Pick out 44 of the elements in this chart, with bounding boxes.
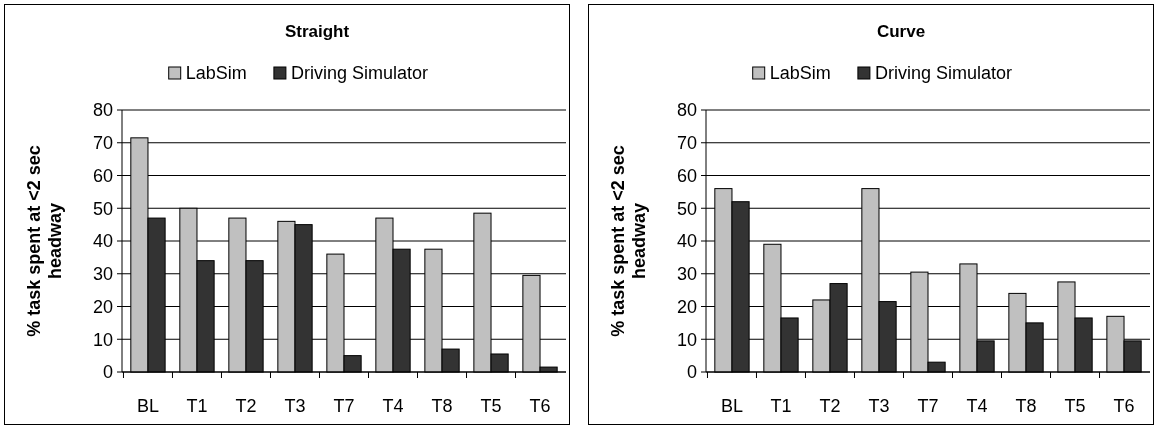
y-tick-label: 0 — [102, 362, 113, 383]
legend-label: Driving Simulator — [874, 63, 1012, 83]
x-tick-label: T4 — [382, 396, 404, 416]
y-tick-label: 40 — [676, 231, 697, 252]
x-tick-label: T4 — [966, 396, 988, 416]
x-tick-label: T8 — [431, 396, 453, 416]
x-tick-label: T5 — [480, 396, 502, 416]
y-tick-label: 50 — [92, 198, 113, 219]
legend-label: Driving Simulator — [290, 63, 428, 83]
x-tick-label: T2 — [235, 396, 257, 416]
y-tick-label: 0 — [686, 362, 697, 383]
x-tick-label: T6 — [529, 396, 551, 416]
y-tick-label: 40 — [92, 231, 113, 252]
x-tick-label: BL — [136, 396, 159, 416]
y-axis-title: % task spent at <2 sec headway — [23, 145, 65, 337]
y-axis-title: % task spent at <2 sec headway — [607, 145, 649, 337]
x-tick-label: T5 — [1064, 396, 1086, 416]
y-tick-label: 10 — [92, 329, 113, 350]
y-tick-label: 30 — [676, 264, 697, 285]
x-tick-label: T7 — [333, 396, 355, 416]
x-tick-label: T1 — [770, 396, 792, 416]
x-tick-label: T2 — [819, 396, 841, 416]
x-tick-label: T8 — [1015, 396, 1037, 416]
chart-title: Straight — [284, 22, 350, 41]
chart-title: Curve — [876, 22, 926, 41]
y-tick-label: 20 — [92, 296, 113, 317]
x-tick-label: T7 — [917, 396, 939, 416]
y-tick-label: 70 — [92, 133, 113, 154]
x-tick-label: BL — [720, 396, 743, 416]
y-tick-label: 70 — [676, 133, 697, 154]
legend-label: LabSim — [185, 63, 247, 83]
legend-label: LabSim — [769, 63, 831, 83]
y-tick-label: 60 — [92, 165, 113, 186]
y-tick-label: 80 — [92, 100, 113, 121]
y-tick-label: 50 — [676, 198, 697, 219]
x-tick-label: T3 — [284, 396, 306, 416]
y-tick-label: 60 — [676, 165, 697, 186]
x-tick-label: T1 — [186, 396, 208, 416]
x-tick-label: T3 — [868, 396, 890, 416]
y-tick-label: 10 — [676, 329, 697, 350]
y-tick-label: 30 — [92, 264, 113, 285]
y-tick-label: 80 — [676, 100, 697, 121]
x-tick-label: T6 — [1113, 396, 1135, 416]
y-tick-label: 20 — [676, 296, 697, 317]
